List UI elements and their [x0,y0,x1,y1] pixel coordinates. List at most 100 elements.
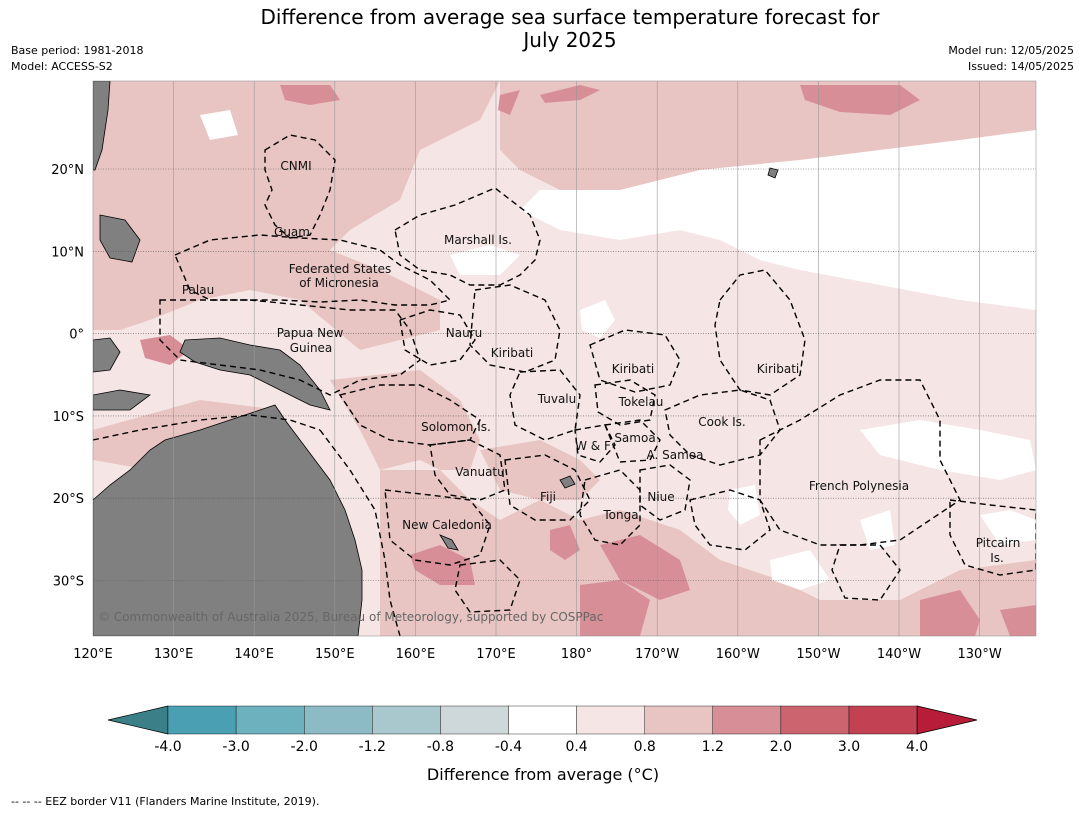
region-label: Cook Is. [698,415,745,429]
copyright-notice: © Commonwealth of Australia 2025, Bureau… [98,610,603,624]
eez-border-kiribati-phoenix [589,329,681,393]
lat-tick-label: 20°S [53,492,84,507]
region-label: Federated States [289,262,391,276]
colorbar-tick-label: -0.8 [427,739,454,755]
sst-neutral-south-1 [728,485,760,525]
colorbar-segment [576,705,645,735]
lat-tick-label: 10°S [53,410,84,425]
eez-border-kermadec [454,559,521,613]
lon-tick-label: 120°E [73,647,113,662]
region-label: Fiji [540,490,556,504]
eez-borders [93,134,1036,636]
sst-hot-patch-5 [550,525,580,560]
issued-date: Issued: 14/05/2025 [967,60,1074,73]
region-label: A. Samoa [647,448,704,462]
eez-border-tuvalu [509,369,581,441]
colorbar-segment [712,705,782,735]
eez-border-nauru [399,309,476,366]
colorbar-segment [508,705,577,735]
lon-tick-label: 180° [561,647,592,662]
eez-border-wallis-futuna [574,424,616,463]
sst-hot-patch-10 [498,90,520,115]
eez-border-vanuatu [429,439,506,501]
map-title: Difference from average sea surface temp… [0,6,1085,52]
colorbar-segment [848,705,918,735]
sst-hot-patch-4 [410,545,475,585]
lat-tick-label: 30°S [53,575,84,590]
region-label: Tonga [602,508,638,522]
lon-tick-label: 150°E [315,647,355,662]
model-run: Model run: 12/05/2025 [948,44,1074,57]
eez-border-niue [639,464,691,521]
region-label: Pitcairn [976,536,1021,550]
region-label: W & F [575,439,611,453]
colorbar-tick-label: -3.0 [222,739,249,755]
region-label: Tokelau [618,395,664,409]
eez-border-solomon [338,384,481,446]
lat-tick-label: 10°N [51,245,84,260]
lat-tick-label: 0° [69,328,84,343]
sst-warm-region-coral [330,370,480,470]
region-label: French Polynesia [809,479,909,493]
sst-neutral-kiribati [580,300,615,338]
eez-footnote: -- -- -- EEZ border V11 (Flanders Marine… [11,795,320,808]
land-mindanao [99,214,141,263]
colorbar-segment [167,705,237,735]
eez-border-kiribati-line [714,269,806,396]
colorbar-title: Difference from average (°C) [427,765,659,784]
sst-warm-region-west [93,81,500,350]
land-borneo-edge [93,389,151,411]
sst-warm-region-south [380,470,1036,636]
sst-neutral-marshall [450,245,520,275]
colorbar-tick-label: 0.8 [634,739,656,755]
eez-border-samoa [604,419,661,463]
eez-border-east-australia [319,429,401,636]
region-label: Kiribati [491,346,533,360]
title-line-1: Difference from average sea surface temp… [260,5,880,29]
colorbar-tick-label: 2.0 [770,739,792,755]
graticule [93,81,1036,636]
region-label: CNMI [280,159,311,173]
eez-border-kiribati-gilbert [469,284,561,373]
land-philippines [93,81,111,171]
sst-neutral-south-2 [770,550,830,590]
sst-neutral-south-3 [860,510,895,550]
eez-border-pitcairn [949,499,1036,576]
sst-hot-patch-8 [920,590,980,636]
colorbar-tick-label: -0.4 [495,739,522,755]
colorbar: -4.0 -3.0 -2.0 -1.2 -0.8 -0.4 0.4 0.8 1.2 2.0 3.0 4… [107,705,978,784]
sst-hot-patch-2 [800,85,920,115]
eez-border-cnmi [264,134,336,239]
sst-hot-patch-9 [1000,605,1036,636]
eez-border-png [159,299,421,396]
region-label: New Caledonia [402,518,492,532]
colorbar-tick-label: 3.0 [838,739,860,755]
colorbar-tick-label: -2.0 [291,739,318,755]
region-label: Palau [182,283,214,297]
lon-tick-label: 160°E [396,647,436,662]
colorbar-extend-low [107,705,169,735]
sst-hot-patch-3 [540,85,600,103]
lon-tick-label: 170°E [476,647,516,662]
region-label: Guinea [290,341,333,355]
region-label: Samoa [614,431,655,445]
sst-hot-patch-6 [600,535,690,600]
lon-tick-label: 170°W [635,647,679,662]
land-new-caledonia [439,534,459,551]
land-fiji [559,475,576,489]
sst-hot-patch-11 [140,335,190,365]
region-label: Marshall Is. [444,233,512,247]
eez-border-fiji [504,454,591,521]
land-hawaii [767,167,779,179]
lon-tick-label: 130°W [958,647,1002,662]
land-sulawesi [93,337,121,373]
region-label: Solomon Is. [421,420,491,434]
colorbar-tick-label: 4.0 [906,739,928,755]
land-australia [93,404,363,636]
colorbar-tick-label: 0.4 [565,739,587,755]
colorbar-tick-label: 1.2 [702,739,724,755]
lon-tick-label: 150°W [796,647,840,662]
